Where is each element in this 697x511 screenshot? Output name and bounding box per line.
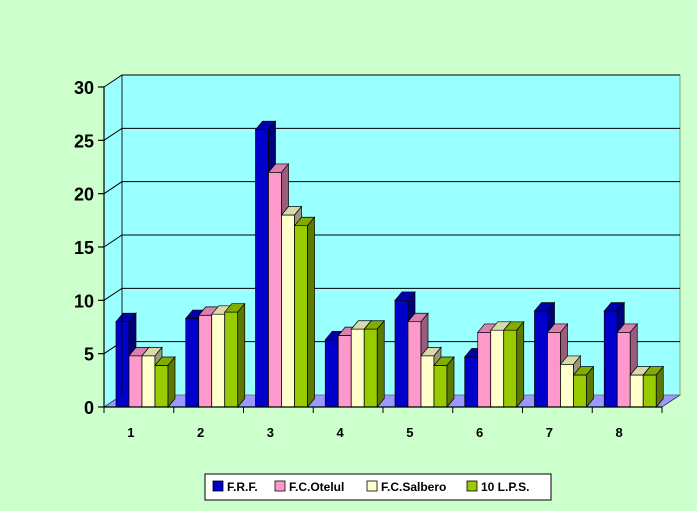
legend-label: F.C.Salbero [381, 480, 446, 494]
y-tick-label: 10 [74, 291, 94, 311]
bar-front [224, 311, 239, 408]
bar-side [167, 356, 176, 408]
bar [363, 319, 385, 408]
legend-label: F.C.Otelul [289, 480, 344, 494]
bar-front [464, 356, 479, 408]
bar-front [407, 321, 422, 408]
legend-item: F.R.F. [212, 480, 258, 494]
bar-side [376, 319, 385, 408]
legend-box [204, 473, 552, 501]
legend-swatch [212, 480, 224, 492]
bar-front [350, 328, 365, 408]
bar-side [586, 365, 594, 408]
x-tick-label: 5 [406, 425, 413, 440]
x-tick-label: 3 [267, 425, 274, 440]
axes [98, 75, 663, 413]
x-tick-labels: 1 2 3 4 5 6 7 8 [127, 425, 622, 440]
bar-front [115, 321, 130, 408]
bar-front [433, 365, 448, 408]
bar-side [655, 365, 664, 408]
bar-front [642, 374, 657, 408]
bar-front [477, 331, 492, 408]
bar [433, 356, 455, 408]
bar-front [573, 374, 587, 408]
legend-swatch [466, 480, 478, 492]
legend-item: 10 L.P.S. [466, 480, 529, 494]
bar [293, 216, 316, 408]
bar-front [141, 355, 156, 408]
y-tick-label: 5 [84, 345, 94, 365]
bar-front [490, 329, 505, 408]
legend-item: F.C.Otelul [274, 480, 344, 494]
x-tick-label: 4 [337, 425, 345, 440]
legend: F.R.F. F.C.Otelul F.C.Salbero 10 L.P.S. [204, 473, 552, 501]
bar-front [268, 171, 282, 408]
bar-front [420, 355, 435, 408]
y-tick-label: 25 [74, 131, 94, 151]
y-tick-labels: 0 5 10 15 20 25 30 [74, 78, 94, 418]
bar-front [394, 299, 409, 408]
bar [642, 365, 664, 408]
bar-front [560, 363, 574, 408]
bar-front [629, 374, 644, 408]
bar-front [294, 225, 308, 408]
bar-front [185, 318, 200, 408]
bar-front [547, 331, 561, 408]
y-tick-label: 20 [74, 185, 94, 205]
x-tick-label: 2 [197, 425, 204, 440]
bar-side [237, 302, 246, 408]
x-tick-label: 6 [476, 425, 483, 440]
bar-front [281, 214, 295, 408]
bar-side [446, 356, 455, 408]
bar-front [324, 339, 339, 408]
bar-front [603, 310, 618, 408]
bar [572, 365, 595, 408]
bar [224, 302, 246, 408]
bar-front [534, 310, 548, 408]
bar-front [154, 365, 169, 408]
x-tick-label: 8 [616, 425, 623, 440]
bar-front [211, 313, 226, 408]
legend-item: F.C.Salbero [366, 480, 446, 494]
y-tick-label: 0 [84, 398, 94, 418]
bars [115, 120, 664, 408]
legend-swatch [274, 480, 286, 492]
bar-front [337, 335, 352, 408]
legend-swatch [366, 480, 378, 492]
bar-front [128, 355, 143, 408]
bar [503, 320, 525, 408]
bar-front [503, 329, 518, 408]
bar-side [307, 216, 315, 408]
bar-side [516, 320, 525, 408]
bar-front [363, 328, 378, 408]
x-tick-label: 1 [127, 425, 134, 440]
bar-front [616, 331, 631, 408]
y-tick-label: 15 [74, 238, 94, 258]
legend-label: 10 L.P.S. [481, 480, 529, 494]
x-tick-label: 7 [546, 425, 553, 440]
bar-front [198, 314, 213, 408]
legend-label: F.R.F. [227, 480, 258, 494]
bar [154, 356, 176, 408]
y-tick-label: 30 [74, 78, 94, 98]
bar-front [255, 129, 269, 408]
